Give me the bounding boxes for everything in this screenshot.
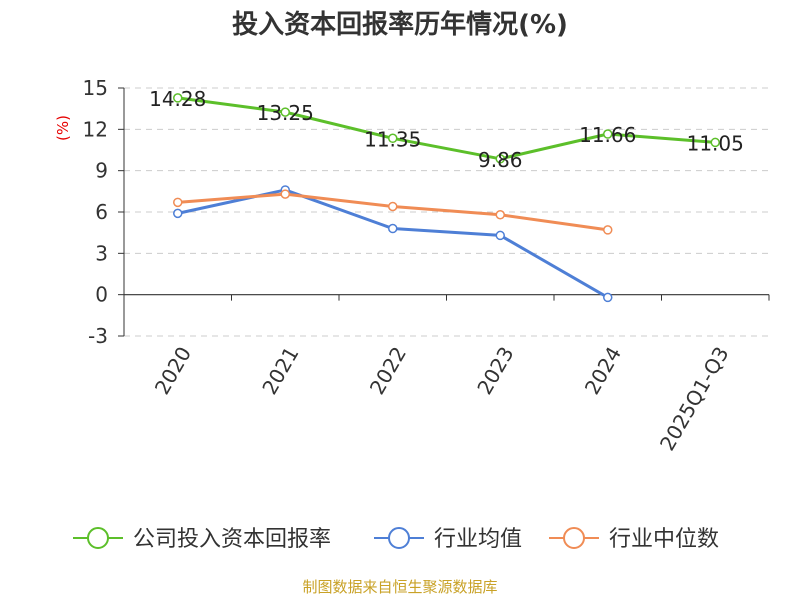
series-2 (173, 189, 613, 235)
x-tick-labels: 2020 2021 2022 2023 2024 2025Q1-Q3 (150, 343, 734, 455)
y-tick-label: 9 (95, 159, 108, 183)
data-point (280, 189, 290, 199)
x-tick-label: 2024 (580, 343, 626, 399)
data-point (603, 129, 613, 139)
data-label: 13.25 (257, 101, 314, 125)
legend-item: 行业均值 (374, 527, 522, 552)
series-layer: 14.28 13.25 11.35 9.86 11.66 11.05 (149, 87, 744, 303)
data-label: 9.86 (478, 148, 523, 172)
y-tick-label: -3 (88, 324, 108, 348)
data-point (603, 225, 613, 235)
data-label: 14.28 (149, 87, 206, 111)
y-axis-label: (%) (54, 115, 72, 141)
x-tick-label: 2025Q1-Q3 (655, 343, 734, 455)
series-line (177, 96, 716, 161)
data-point (388, 223, 398, 234)
chart-title: 投入资本回报率历年情况(%) (232, 9, 568, 40)
legend-label: 公司投入资本回报率 (133, 527, 331, 552)
legend-marker (563, 527, 585, 549)
data-point (495, 230, 505, 241)
legend: 公司投入资本回报率 行业均值 行业中位数 (73, 527, 719, 552)
legend-label: 行业均值 (434, 527, 522, 552)
source-note: 制图数据来自恒生聚源数据库 (302, 578, 497, 596)
data-point (280, 107, 290, 117)
data-point (173, 93, 183, 103)
y-tick-label: 12 (83, 117, 108, 141)
y-tick-label: 15 (83, 76, 108, 100)
data-label: 11.35 (364, 127, 421, 151)
x-tick-label: 2021 (257, 343, 303, 399)
axes (118, 87, 770, 337)
legend-marker (87, 527, 109, 549)
legend-item: 公司投入资本回报率 (73, 527, 331, 552)
y-tick-label: 3 (95, 241, 108, 265)
x-tick-label: 2020 (150, 343, 196, 399)
x-tick-label: 2022 (365, 343, 411, 399)
data-point (173, 197, 183, 208)
data-point (603, 292, 613, 303)
data-point (495, 154, 505, 164)
data-point (710, 137, 720, 148)
legend-item: 行业中位数 (549, 527, 719, 552)
x-tick-label: 2023 (472, 343, 518, 399)
data-point (388, 201, 398, 212)
legend-marker (388, 527, 410, 549)
y-tick-label: 0 (95, 283, 108, 307)
data-point (388, 133, 398, 144)
data-point (173, 208, 183, 219)
data-point (495, 210, 505, 220)
y-tick-label: 6 (95, 200, 108, 224)
data-label: 11.05 (687, 131, 744, 155)
y-tick-labels: -3 0 3 6 9 12 15 (83, 76, 108, 348)
series-0: 14.28 13.25 11.35 9.86 11.66 11.05 (149, 87, 744, 172)
data-label: 11.66 (579, 123, 636, 147)
legend-label: 行业中位数 (609, 527, 719, 552)
